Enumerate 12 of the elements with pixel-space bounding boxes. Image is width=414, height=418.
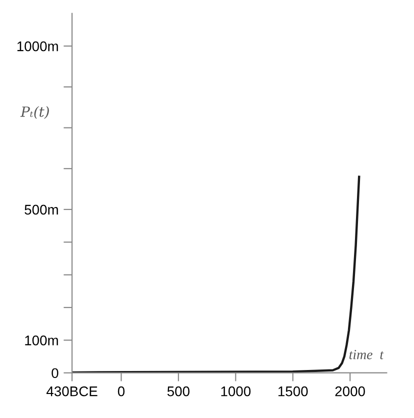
x-tick-label: 0	[118, 386, 125, 396]
y-tick-label: 1000m	[17, 41, 58, 52]
x-tick-label: 1500	[278, 386, 308, 396]
x-axis-title: time t	[349, 350, 384, 360]
y-axis-title: Pₜ(t)	[20, 106, 49, 119]
x-tick-label: 2000	[335, 386, 365, 396]
y-tick-label: 100m	[25, 336, 58, 346]
x-tick-label: 1000	[221, 386, 251, 396]
y-tick-label: 500m	[24, 204, 58, 215]
y-tick-label: 0	[52, 368, 58, 378]
x-tick-label: 500	[167, 386, 190, 396]
x-tick-label: 430BCE	[46, 386, 98, 396]
